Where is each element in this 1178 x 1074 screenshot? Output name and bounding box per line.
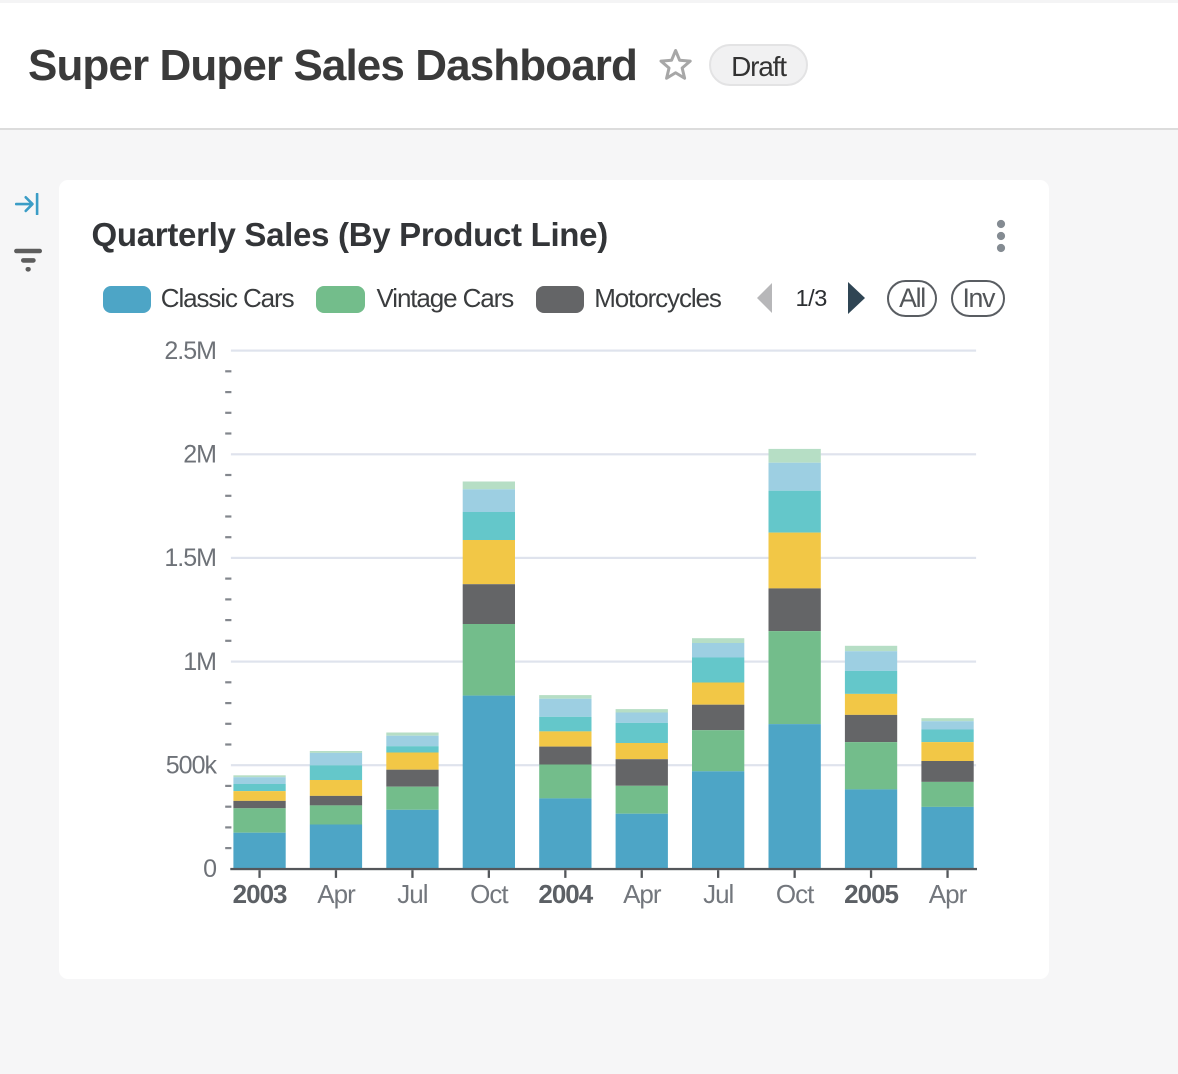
svg-text:2004: 2004	[538, 879, 593, 909]
svg-text:0: 0	[203, 855, 216, 883]
svg-text:1.5M: 1.5M	[164, 544, 216, 572]
svg-text:Apr: Apr	[317, 879, 356, 909]
svg-text:Apr: Apr	[623, 879, 662, 909]
svg-text:Jul: Jul	[703, 879, 733, 909]
svg-text:1M: 1M	[183, 648, 216, 676]
svg-text:500k: 500k	[166, 751, 218, 779]
svg-text:2005: 2005	[844, 879, 898, 909]
svg-text:2003: 2003	[233, 879, 287, 909]
svg-text:Jul: Jul	[397, 879, 427, 909]
svg-text:Apr: Apr	[929, 879, 968, 909]
svg-text:2M: 2M	[183, 441, 216, 469]
svg-text:Oct: Oct	[776, 879, 815, 909]
svg-text:2.5M: 2.5M	[164, 337, 216, 365]
svg-text:Oct: Oct	[470, 879, 509, 909]
